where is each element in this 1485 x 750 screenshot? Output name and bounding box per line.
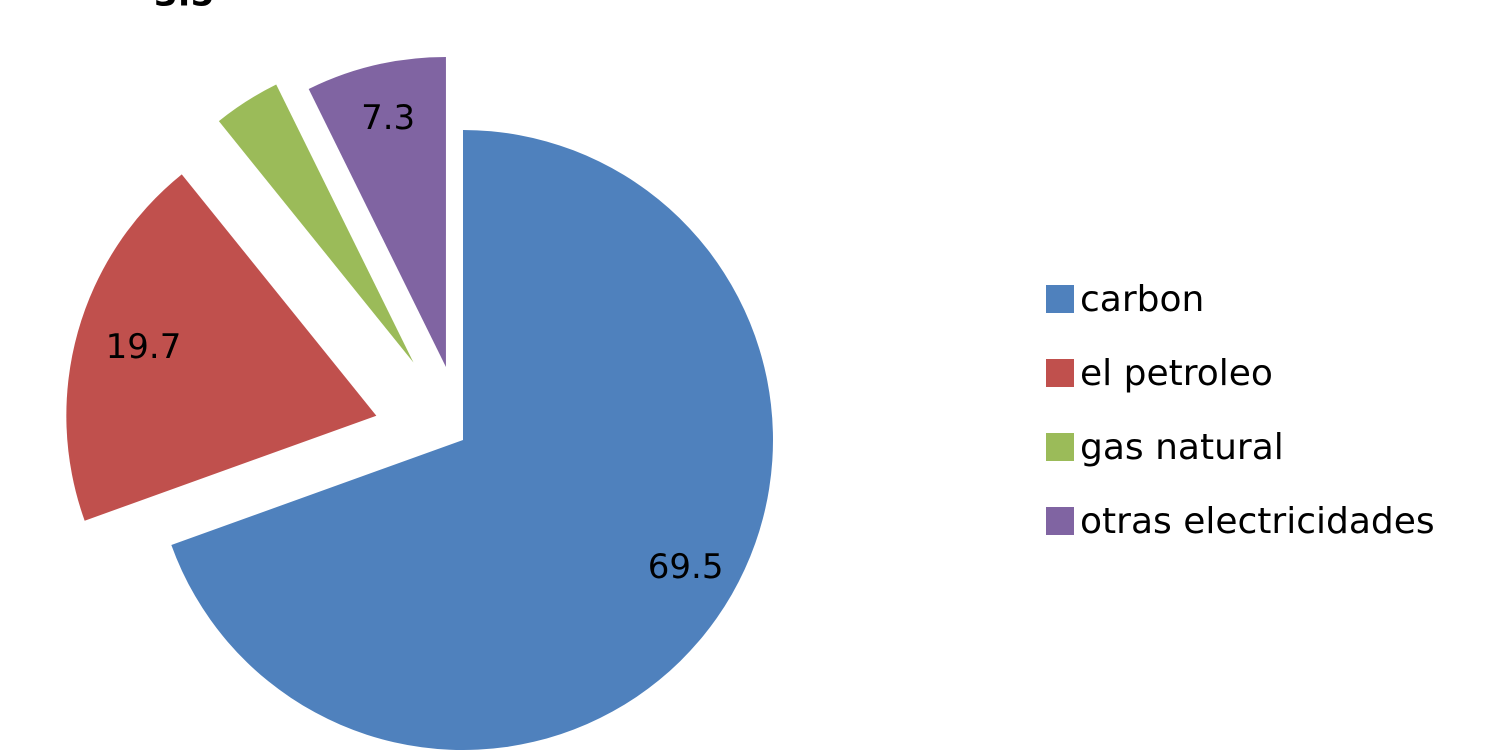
legend-swatch-otras-electricidades — [1046, 507, 1074, 535]
chart-legend: carbon el petroleo gas natural otras ele… — [1046, 262, 1435, 558]
legend-swatch-carbon — [1046, 285, 1074, 313]
legend-item-carbon: carbon — [1046, 262, 1435, 336]
legend-item-gas-natural: gas natural — [1046, 410, 1435, 484]
legend-swatch-el-petroleo — [1046, 359, 1074, 387]
legend-item-otras-electricidades: otras electricidades — [1046, 484, 1435, 558]
pie-labels: 69.5 19.7 3.5 7.3 — [106, 0, 724, 587]
legend-label-otras-electricidades: otras electricidades — [1080, 500, 1435, 542]
data-label-carbon: 69.5 — [648, 547, 724, 587]
legend-label-el-petroleo: el petroleo — [1080, 352, 1273, 394]
data-label-el-petroleo: 19.7 — [106, 327, 182, 367]
pie-slice-carbon — [171, 130, 774, 750]
data-label-gas-natural: 3.5 — [154, 0, 214, 14]
pie-slice-otras-electricidades — [308, 56, 446, 367]
legend-label-gas-natural: gas natural — [1080, 426, 1284, 468]
pie-slice-gas-natural — [218, 84, 414, 363]
data-label-otras-electricidades: 7.3 — [361, 98, 415, 138]
pie-slice-el-petroleo — [66, 174, 377, 521]
legend-label-carbon: carbon — [1080, 278, 1205, 320]
legend-item-el-petroleo: el petroleo — [1046, 336, 1435, 410]
legend-swatch-gas-natural — [1046, 433, 1074, 461]
pie-slices — [66, 56, 774, 750]
